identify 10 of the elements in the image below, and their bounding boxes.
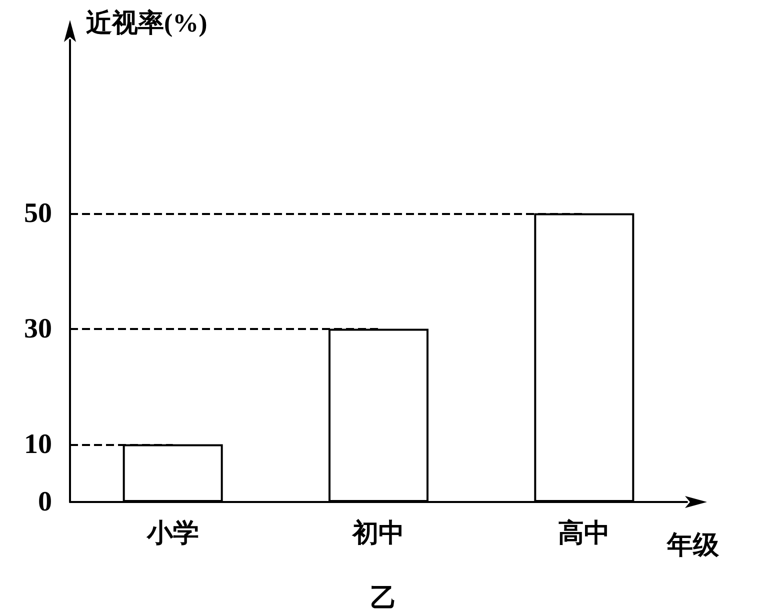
x-tick-label: 初中 <box>352 518 404 548</box>
text: 乙 <box>370 584 396 612</box>
x-axis-title: 年级 <box>666 530 720 560</box>
y-tick-label: 10 <box>24 428 52 460</box>
x-tick-label: 高中 <box>558 518 610 548</box>
x-tick-label: 小学 <box>146 518 199 548</box>
y-tick-label: 0 <box>38 486 52 518</box>
y-tick-label: 30 <box>24 313 52 344</box>
y-tick-label: 50 <box>24 198 52 229</box>
y-axis-title: 近视率(%) <box>86 8 208 38</box>
